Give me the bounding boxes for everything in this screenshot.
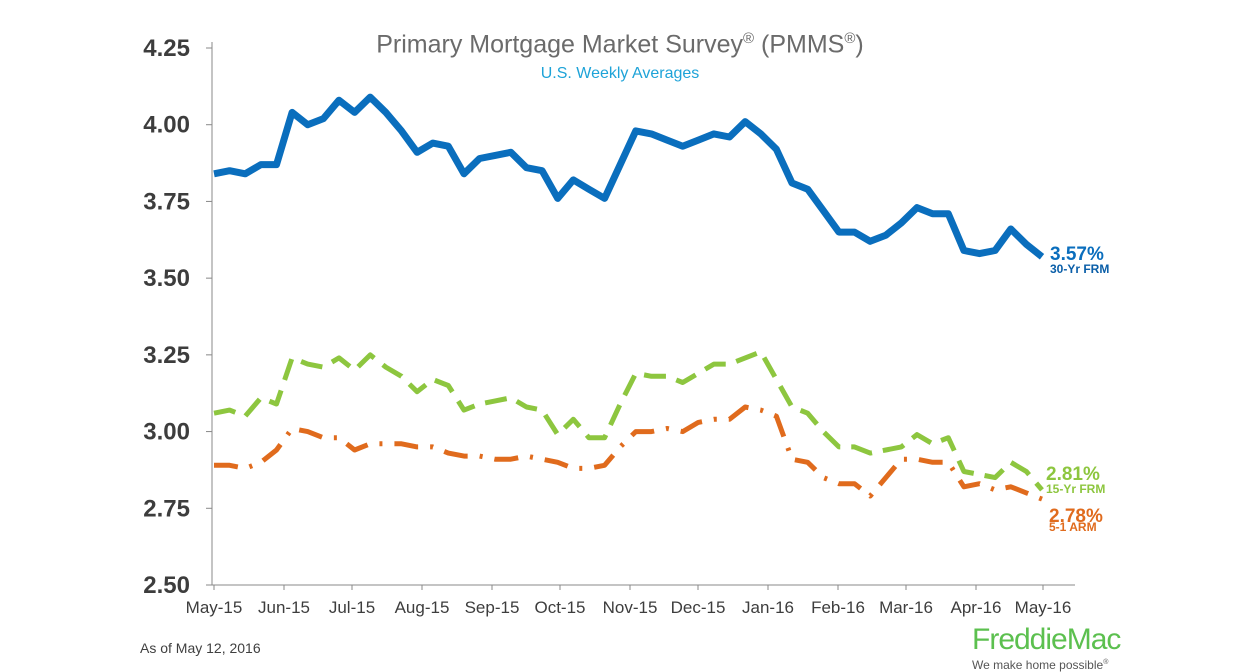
series-line-15-yr-frm: [213, 349, 1044, 492]
end-label-5-1-arm: 5-1 ARM: [1049, 520, 1097, 534]
chart-title-close: ): [855, 30, 864, 59]
x-tick-label: May-15: [186, 598, 243, 617]
logo-tagline: We make home possible®: [972, 658, 1122, 672]
end-label-15-yr-frm: 15-Yr FRM: [1046, 482, 1105, 496]
x-tick-label: Dec-15: [671, 598, 726, 617]
registered-mark-1: ®: [743, 30, 755, 47]
y-tick-label: 3.75: [143, 188, 190, 215]
chart-title-text: Primary Mortgage Market Survey: [376, 30, 744, 59]
y-tick-label: 4.25: [143, 35, 190, 62]
y-tick-label: 2.75: [143, 495, 190, 522]
x-tick-label: Jan-16: [742, 598, 794, 617]
logo-tagline-reg: ®: [1103, 659, 1109, 666]
logo-tagline-text: We make home possible: [972, 658, 1104, 672]
chart-subtitle: U.S. Weekly Averages: [540, 65, 700, 82]
y-axis-ticks: 2.50 2.75 3.00 3.25 3.50 3.75 4.00 4.25: [143, 35, 212, 599]
chart-title: Primary Mortgage Market Survey® (PMMS®): [330, 30, 910, 59]
x-tick-label: Aug-15: [395, 598, 450, 617]
chart-title-suffix: (PMMS: [754, 30, 845, 59]
end-value-5-1-arm: 2.78%: [1049, 506, 1103, 527]
x-tick-label: Jun-15: [258, 598, 310, 617]
end-label-30-yr-frm: 30-Yr FRM: [1050, 262, 1109, 276]
end-value-15-yr-frm: 2.81%: [1046, 464, 1100, 485]
x-tick-label: Sep-15: [465, 598, 520, 617]
end-value-30-yr-frm: 3.57%: [1050, 244, 1104, 265]
x-tick-label: Jul-15: [329, 598, 375, 617]
y-tick-label: 4.00: [143, 112, 190, 139]
y-tick-label: 2.50: [143, 572, 190, 599]
logo-name: FreddieMac: [972, 623, 1121, 656]
freddie-mac-logo: FreddieMac We make home possible®: [972, 624, 1122, 672]
x-tick-label: Oct-15: [534, 598, 585, 617]
x-tick-label: Nov-15: [603, 598, 658, 617]
y-tick-label: 3.25: [143, 342, 190, 369]
series-line-5-1-arm: [214, 404, 1043, 502]
y-tick-label: 3.00: [143, 419, 190, 446]
registered-mark-2: ®: [844, 30, 856, 47]
series-lines: [213, 93, 1045, 502]
x-axis-ticks: May-15 Jun-15 Jul-15 Aug-15 Sep-15 Oct-15 Nov-…: [186, 585, 1072, 617]
as-of-date: As of May 12, 2016: [140, 640, 261, 656]
series-line-30-yr-frm: [213, 93, 1045, 260]
end-labels: 3.57%30-Yr FRM 2.81%15-Yr FRM 2.78%5-1 ARM: [1046, 244, 1109, 534]
x-tick-label: May-16: [1015, 598, 1072, 617]
x-tick-label: Feb-16: [811, 598, 865, 617]
x-tick-label: Mar-16: [879, 598, 933, 617]
y-tick-label: 3.50: [143, 265, 190, 292]
x-tick-label: Apr-16: [950, 598, 1001, 617]
